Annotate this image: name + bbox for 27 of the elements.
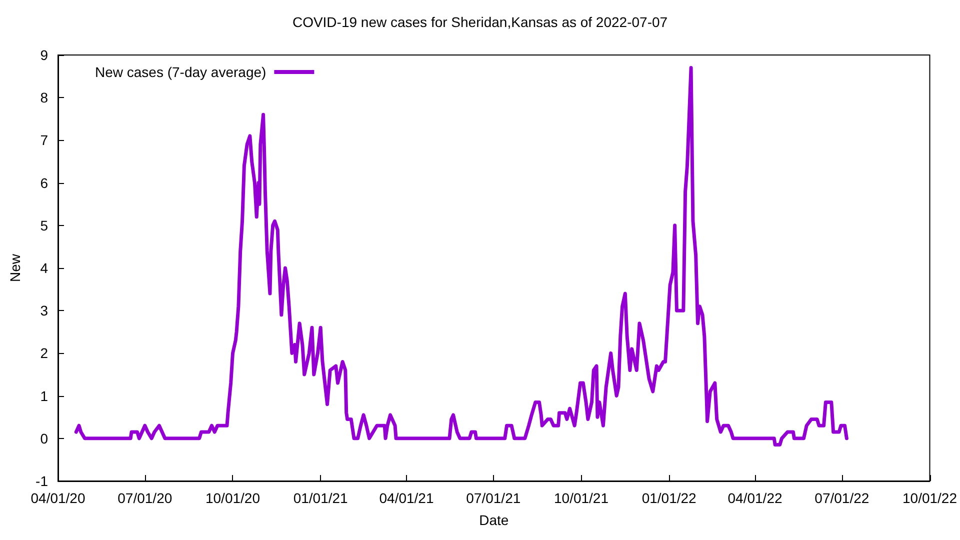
y-tick-label: 3 — [40, 302, 48, 319]
x-tick-label: 07/01/20 — [118, 490, 172, 506]
x-tick-label: 10/01/22 — [902, 490, 958, 506]
line-series — [74, 66, 848, 447]
y-tick-label: 5 — [40, 217, 48, 234]
y-tick-label: 4 — [40, 260, 48, 276]
x-tick-label: 04/01/20 — [30, 490, 86, 506]
x-axis-title: Date — [479, 512, 509, 528]
x-tick-label: 01/01/21 — [293, 490, 348, 506]
legend-label: New cases (7-day average) — [95, 64, 266, 80]
y-tick-label: 1 — [40, 388, 48, 404]
y-axis-title: New — [7, 253, 23, 282]
x-tick-label: 04/01/21 — [379, 490, 434, 506]
y-tick-label: 8 — [40, 90, 48, 106]
y-tick-label: 7 — [40, 132, 48, 148]
x-tick-label: 10/01/21 — [554, 490, 609, 506]
x-tick-label: 10/01/20 — [205, 490, 260, 506]
x-tick-label: 07/01/21 — [466, 490, 521, 506]
y-tick-label: 6 — [40, 174, 48, 191]
y-tick-label: -1 — [36, 473, 48, 489]
x-tick-label: 01/01/22 — [642, 490, 697, 506]
y-tick-label: 0 — [40, 430, 48, 446]
x-tick-label: 04/01/22 — [728, 490, 782, 506]
y-tick-label: 9 — [40, 47, 48, 63]
chart-title: COVID-19 new cases for Sheridan,Kansas as of 2022-07-07 — [292, 14, 668, 30]
y-tick-label: 2 — [40, 345, 48, 362]
x-tick-label: 07/01/22 — [814, 490, 870, 506]
